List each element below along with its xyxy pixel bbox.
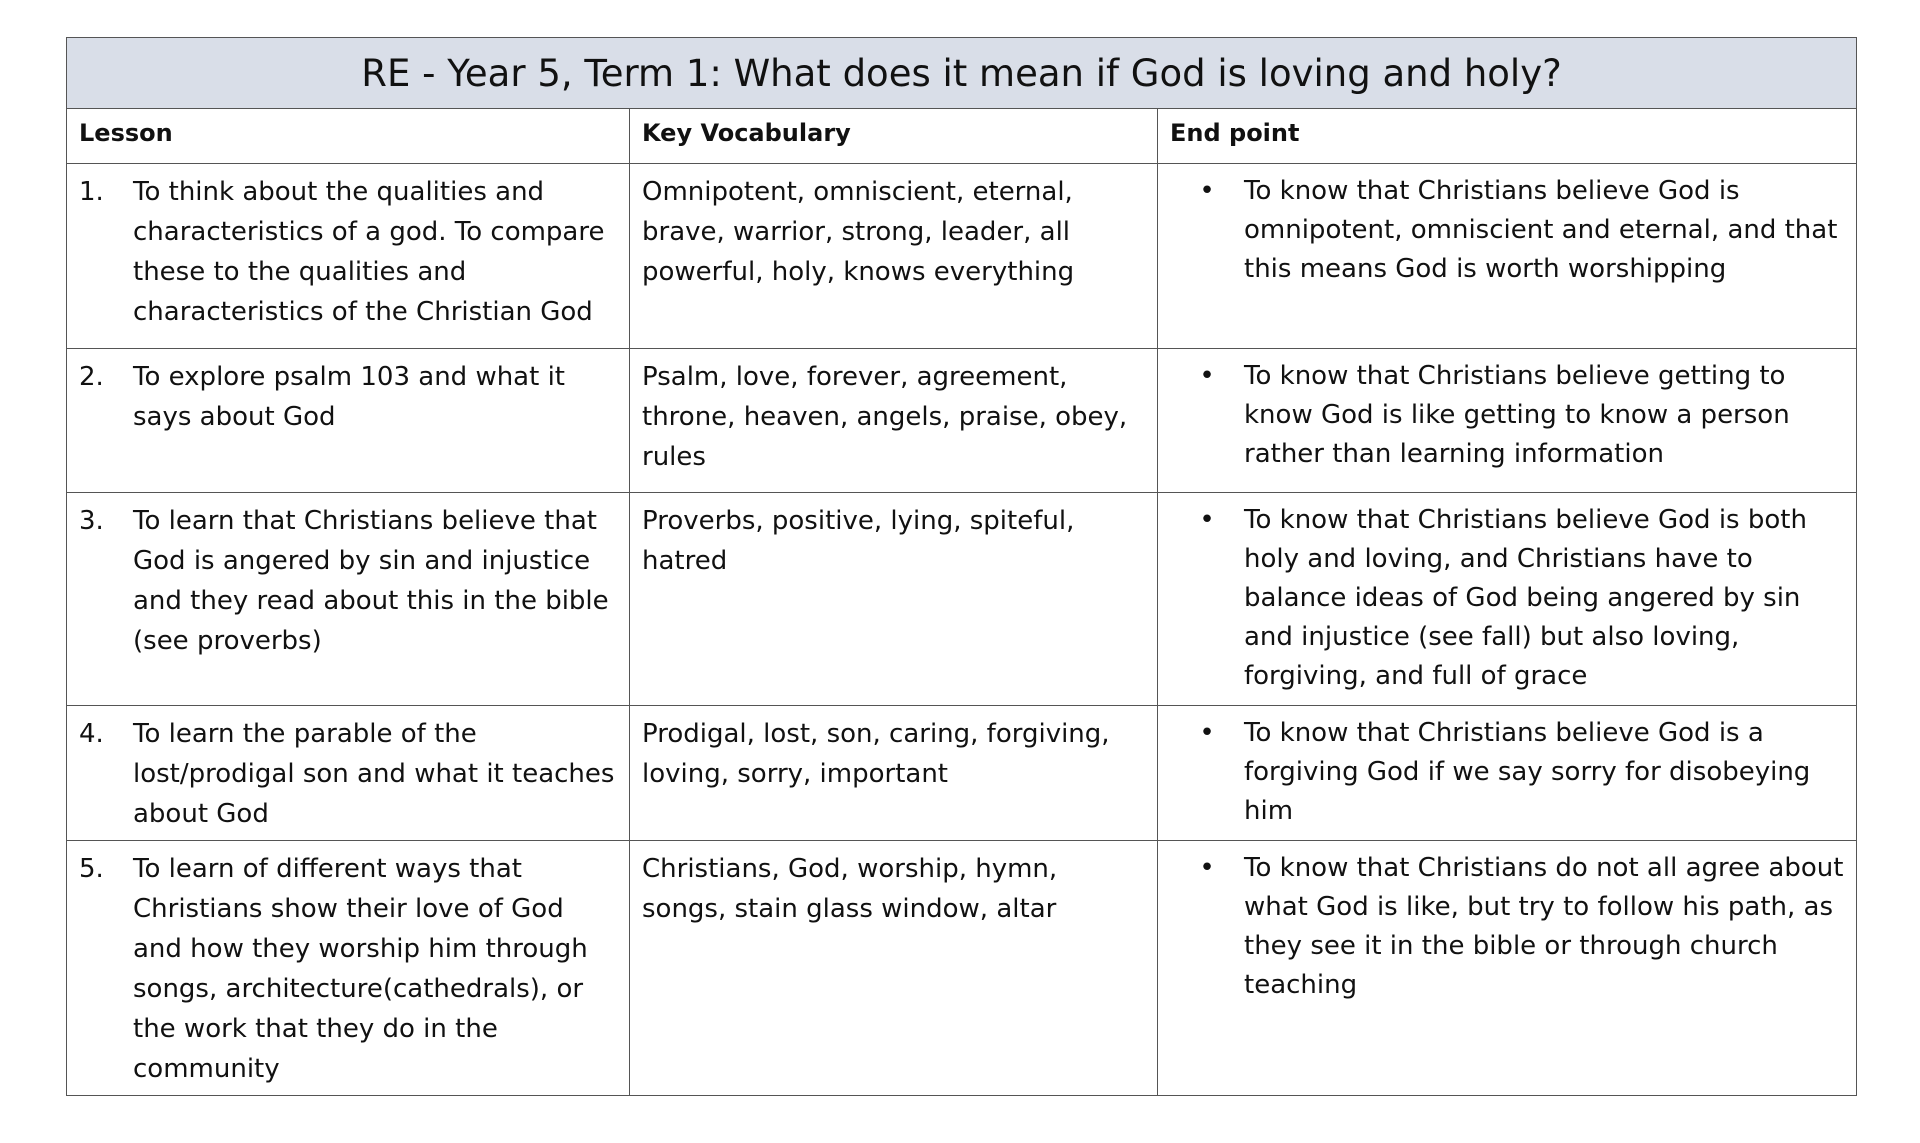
end-point-text: To know that Christians believe getting …	[1244, 361, 1790, 469]
end-point-text: To know that Christians believe God is o…	[1244, 176, 1838, 284]
header-lesson: Lesson	[66, 108, 630, 164]
lesson-cell: 2. To explore psalm 103 and what it says…	[66, 348, 630, 493]
bullet-icon: •	[1199, 176, 1215, 206]
lesson-number: 1.	[79, 177, 104, 207]
bullet-icon: •	[1199, 361, 1215, 391]
lesson-number: 4.	[79, 719, 104, 749]
lesson-cell: 3. To learn that Christians believe that…	[66, 492, 630, 706]
lesson-text: To think about the qualities and charact…	[133, 177, 605, 327]
re-curriculum-table: RE - Year 5, Term 1: What does it mean i…	[65, 37, 1858, 1096]
end-point-text: To know that Christians believe God is a…	[1244, 718, 1811, 826]
table-row: 2. To explore psalm 103 and what it says…	[66, 348, 1858, 493]
bullet-icon: •	[1199, 853, 1215, 883]
lesson-number: 2.	[79, 362, 104, 392]
end-point-text: To know that Christians do not all agree…	[1244, 853, 1844, 1000]
table-row: 5. To learn of different ways that Chris…	[66, 840, 1858, 1096]
table-row: 1. To think about the qualities and char…	[66, 163, 1858, 349]
header-vocabulary: Key Vocabulary	[629, 108, 1158, 164]
lesson-text: To explore psalm 103 and what it says ab…	[133, 362, 565, 432]
lesson-number: 5.	[79, 854, 104, 884]
lesson-number: 3.	[79, 506, 104, 536]
table-row: 4. To learn the parable of the lost/prod…	[66, 705, 1858, 841]
lesson-cell: 5. To learn of different ways that Chris…	[66, 840, 630, 1096]
end-point-cell: • To know that Christians believe God is…	[1156, 163, 1858, 349]
vocabulary-cell: Prodigal, lost, son, caring, forgiving, …	[629, 705, 1158, 841]
vocabulary-cell: Christians, God, worship, hymn, songs, s…	[629, 840, 1158, 1096]
lesson-cell: 1. To think about the qualities and char…	[66, 163, 630, 349]
table-row: 3. To learn that Christians believe that…	[66, 492, 1858, 706]
vocabulary-cell: Psalm, love, forever, agreement, throne,…	[629, 348, 1158, 493]
lesson-text: To learn that Christians believe that Go…	[133, 506, 609, 656]
end-point-cell: • To know that Christians believe God is…	[1156, 705, 1858, 841]
lesson-text: To learn of different ways that Christia…	[133, 854, 588, 1084]
end-point-cell: • To know that Christians do not all agr…	[1156, 840, 1858, 1096]
end-point-cell: • To know that Christians believe God is…	[1156, 492, 1858, 706]
end-point-text: To know that Christians believe God is b…	[1244, 505, 1807, 691]
bullet-icon: •	[1199, 718, 1215, 748]
vocabulary-cell: Omnipotent, omniscient, eternal, brave, …	[629, 163, 1158, 349]
page-title: RE - Year 5, Term 1: What does it mean i…	[65, 37, 1858, 109]
lesson-text: To learn the parable of the lost/prodiga…	[133, 719, 615, 829]
end-point-cell: • To know that Christians believe gettin…	[1156, 348, 1858, 493]
header-end-point: End point	[1156, 108, 1858, 164]
bullet-icon: •	[1199, 505, 1215, 535]
vocabulary-cell: Proverbs, positive, lying, spiteful, hat…	[629, 492, 1158, 706]
lesson-cell: 4. To learn the parable of the lost/prod…	[66, 705, 630, 841]
